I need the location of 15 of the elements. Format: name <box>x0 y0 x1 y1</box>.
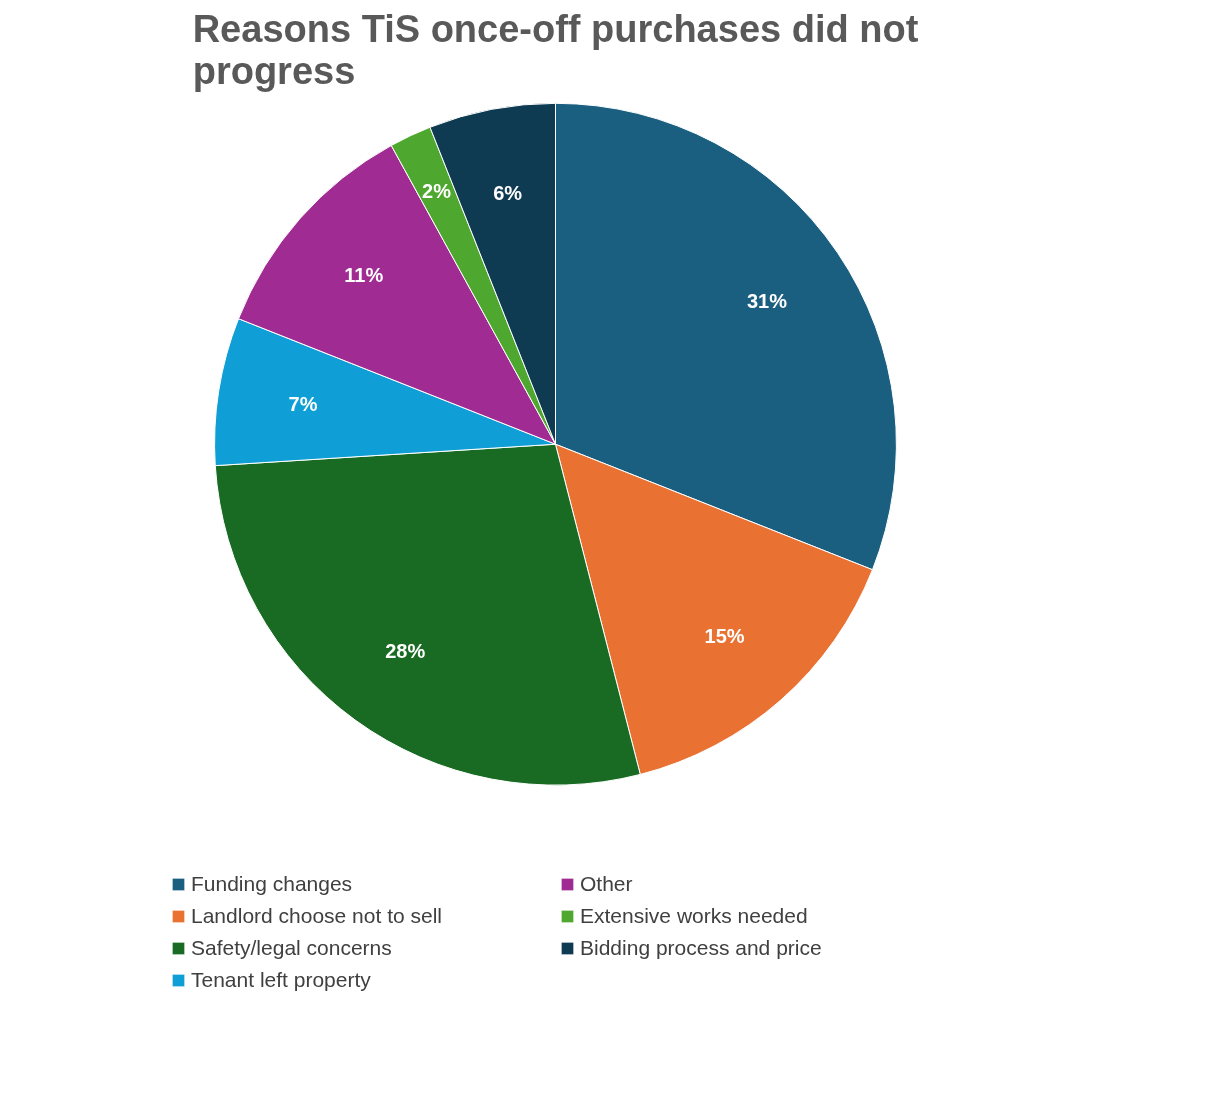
data-label: 31% <box>746 289 788 312</box>
data-label: 6% <box>493 182 523 205</box>
legend-label: Tenant left property <box>191 968 372 992</box>
chart-title: Reasons TiS once-off purchases did not progress <box>192 7 919 92</box>
data-label: 11% <box>344 264 384 287</box>
legend-label: Landlord choose not to sell <box>191 904 443 928</box>
data-label: 2% <box>422 180 452 203</box>
legend-label: Other <box>580 872 634 896</box>
data-label: 7% <box>288 393 318 416</box>
legend-label: Extensive works needed <box>580 904 809 928</box>
legend-label: Safety/legal concerns <box>191 936 393 960</box>
data-label: 28% <box>385 640 426 663</box>
legend-label: Bidding process and price <box>580 936 823 960</box>
legend-label: Funding changes <box>191 872 354 896</box>
data-label: 15% <box>704 625 745 648</box>
